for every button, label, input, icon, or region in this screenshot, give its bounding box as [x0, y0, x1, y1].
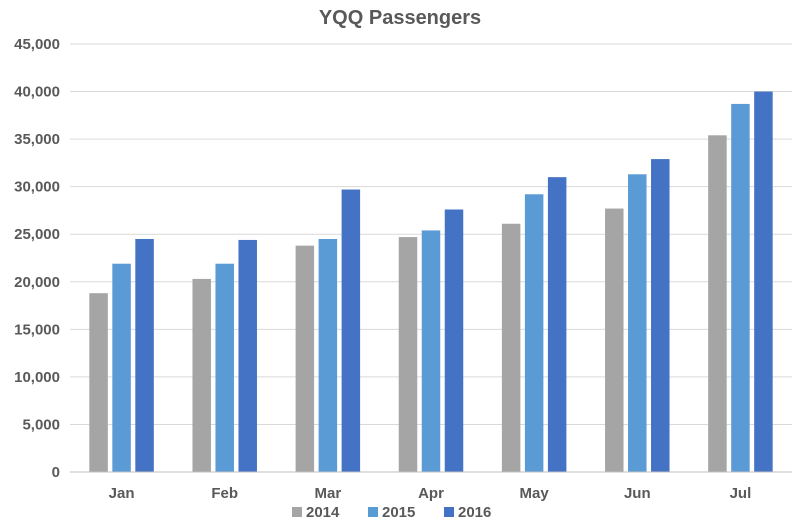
y-tick-label: 25,000	[14, 226, 60, 243]
x-axis: Jan Feb Mar Apr May Jun Jul	[70, 471, 792, 502]
bar-2016-mar	[341, 189, 361, 472]
bar-2016-jun	[651, 159, 670, 472]
legend-label-2016: 2016	[458, 504, 491, 521]
y-tick-label: 30,000	[14, 179, 60, 196]
y-tick-label: 40,000	[14, 84, 60, 101]
bar-2015-jun	[628, 174, 647, 472]
x-tick-label: Apr	[418, 485, 444, 502]
bar-2015-may	[524, 194, 544, 472]
bar-2015-jan	[112, 263, 131, 472]
y-tick-label: 0	[52, 464, 60, 481]
x-tick-label: May	[520, 485, 550, 502]
legend-swatch-2016	[444, 507, 454, 517]
y-tick-label: 10,000	[14, 369, 60, 386]
y-axis: 0 5,000 10,000 15,000 20,000 25,000 30,000 35,0…	[14, 36, 60, 481]
y-tick-label: 35,000	[14, 131, 60, 148]
bar-2015-feb	[215, 263, 234, 472]
bar-2016-jan	[135, 238, 154, 472]
x-tick-label: Jun	[624, 485, 651, 502]
legend-label-2015: 2015	[382, 504, 415, 521]
y-tick-label: 5,000	[22, 416, 60, 433]
bar-2014-jun	[605, 208, 624, 472]
bar-2016-jul	[754, 91, 773, 473]
legend-label-2014: 2014	[306, 504, 340, 521]
bar-2016-feb	[238, 239, 257, 472]
bar-2016-may	[547, 177, 567, 472]
bar-2015-mar	[318, 238, 338, 472]
bar-2016-apr	[444, 209, 464, 472]
x-tick-label: Mar	[315, 485, 342, 502]
x-tick-label: Jan	[109, 485, 135, 502]
legend-swatch-2014	[292, 507, 302, 517]
bar-2014-may	[501, 223, 521, 472]
bar-2014-jul	[708, 135, 727, 472]
legend: 2014 2015 2016	[292, 504, 491, 521]
bars	[89, 91, 773, 473]
chart-title: YQQ Passengers	[319, 7, 481, 29]
y-tick-label: 20,000	[14, 274, 60, 291]
bar-2014-jan	[89, 293, 108, 472]
bar-2014-mar	[295, 245, 315, 472]
x-tick-label: Feb	[211, 485, 238, 502]
bar-2015-jul	[731, 103, 750, 473]
x-tick-label: Jul	[730, 485, 752, 502]
bar-2014-apr	[398, 237, 418, 472]
legend-swatch-2015	[368, 507, 378, 517]
y-tick-label: 45,000	[14, 36, 60, 53]
y-tick-label: 15,000	[14, 321, 60, 338]
bar-2014-feb	[192, 278, 211, 472]
bar-2015-apr	[421, 230, 441, 472]
